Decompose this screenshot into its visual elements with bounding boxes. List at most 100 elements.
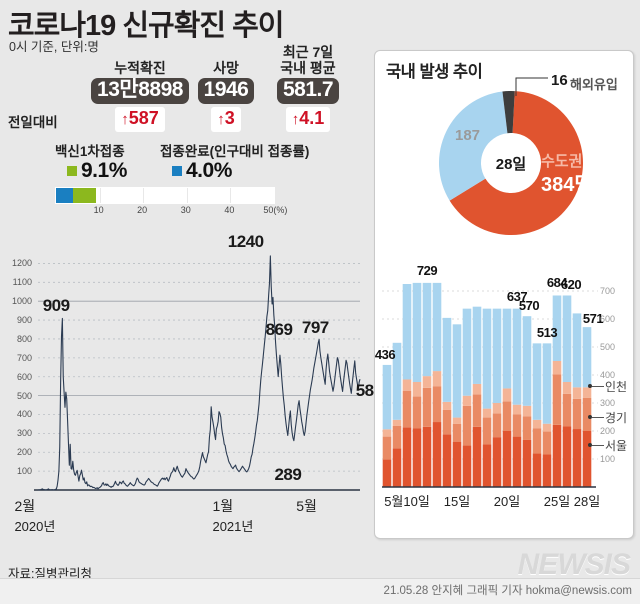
bar-chart-x-label: 5월10일: [384, 494, 430, 509]
line-chart-annotation: 1240: [227, 231, 264, 251]
prev-day-label: 전일대비: [8, 115, 58, 130]
stat-weekly-average-delta-value: 4.1: [299, 108, 325, 128]
stat-deaths: 사망 1946 ↑3: [186, 60, 266, 132]
vax-scale-divider: [230, 188, 232, 203]
stat-cumulative-delta-value: 587: [128, 108, 159, 128]
line-chart-annotation: 289: [274, 465, 302, 485]
bar-chart-x-label: 15일: [443, 494, 471, 509]
bar-value-label: 620: [560, 277, 582, 293]
stat-deaths-value: 1946: [197, 78, 255, 104]
line-chart-y-label: 1000: [11, 296, 32, 307]
bar-segment-서울: [382, 459, 392, 487]
vax-first-dose-value-group: 9.1%: [67, 159, 127, 183]
bar-segment-서울: [452, 441, 462, 487]
bar-segment-경기: [422, 387, 432, 427]
stat-weekly-average-delta: ↑4.1: [285, 107, 331, 132]
bar-chart-x-label: 28일: [573, 494, 601, 509]
vax-complete-value: 4.0%: [186, 159, 232, 182]
donut-label-overseas-name: 해외유입: [570, 77, 618, 92]
bar-segment-경기: [482, 417, 492, 445]
bar-segment-경기: [442, 409, 452, 435]
bar-segment-서울: [502, 431, 512, 487]
bar-value-label: 570: [518, 298, 540, 314]
bar-segment-경기: [532, 428, 542, 454]
green-swatch-icon: [67, 166, 77, 176]
vax-scale-divider: [143, 188, 145, 203]
stat-weekly-average-label-1: 최근 7일: [282, 44, 334, 60]
vax-tick-label: 50(%): [263, 205, 288, 215]
vax-tick-label: 20: [137, 205, 148, 215]
bar-segment-경기: [572, 398, 582, 430]
vax-complete-value-group: 4.0%: [172, 159, 232, 183]
bar-segment-서울: [482, 444, 492, 487]
donut-label-other-value: 187: [455, 127, 481, 144]
bar-segment-기타: [412, 282, 422, 382]
bar-segment-경기: [392, 425, 402, 449]
stat-weekly-average-value: 581.7: [276, 78, 340, 104]
line-chart-x-label: 1월: [212, 498, 234, 514]
newsis-watermark: NEWSIS: [517, 548, 631, 581]
bar-segment-기타: [432, 282, 442, 372]
bar-segment-서울: [472, 426, 482, 487]
bar-segment-인천: [522, 405, 532, 417]
bar-segment-경기: [582, 397, 592, 431]
bar-segment-기타: [392, 342, 402, 420]
bar-segment-서울: [512, 436, 522, 487]
bar-value-label: 513: [536, 325, 558, 341]
vaccination-progress-bar: [55, 187, 275, 204]
bar-legend-marker: [588, 443, 592, 447]
bar-chart-x-label: 25일: [543, 494, 571, 509]
bar-value-label: 684: [546, 275, 568, 291]
bar-segment-서울: [552, 424, 562, 487]
vax-tick-label: 30: [180, 205, 191, 215]
bar-segment-기타: [422, 282, 432, 377]
bar-value-label: 729: [416, 262, 438, 278]
bar-segment-기타: [492, 308, 502, 403]
line-chart-y-label: 100: [16, 466, 32, 477]
line-chart-y-label: 700: [16, 352, 32, 363]
line-chart-y-label: 800: [16, 333, 32, 344]
bar-segment-경기: [472, 394, 482, 427]
bar-segment-인천: [492, 403, 502, 414]
up-arrow-icon: ↑: [217, 111, 225, 128]
bar-segment-기타: [562, 295, 572, 382]
bar-chart-y-label: 100: [600, 454, 616, 464]
bar-legend-leader: [592, 386, 604, 388]
bar-segment-기타: [522, 316, 532, 406]
bar-segment-인천: [382, 429, 392, 437]
bar-segment-서울: [412, 428, 422, 487]
stat-deaths-delta: ↑3: [211, 107, 241, 132]
bar-segment-인천: [472, 383, 482, 395]
line-chart-y-label: 600: [16, 371, 32, 382]
bar-segment-기타: [442, 317, 452, 402]
bar-segment-경기: [492, 413, 502, 438]
bar-segment-경기: [512, 414, 522, 437]
bar-segment-인천: [532, 419, 542, 429]
bar-chart-y-label: 400: [600, 370, 616, 380]
bar-segment-서울: [402, 427, 412, 487]
vax-complete-segment: [56, 188, 74, 203]
panel-title: 국내 발생 추이: [386, 63, 483, 81]
bar-value-label: 637: [506, 288, 528, 304]
daily-confirmed-line-chart: 100 200 300 400 500 600 700 800 900 1000 1100 1200 9…: [0, 232, 383, 540]
source-note: 자료:질병관리청: [8, 567, 92, 581]
page-subtitle: 0시 기준, 단위:명: [9, 40, 99, 54]
vax-tick-label: 40: [224, 205, 235, 215]
bar-segment-기타: [482, 308, 492, 409]
bar-segment-경기: [542, 431, 552, 455]
stat-cumulative: 누적확진 13만8898 ↑587: [80, 60, 200, 132]
bar-segment-기타: [402, 284, 412, 380]
vaccination-scale-ticks: 10 20 30 40 50(%): [55, 205, 288, 219]
bar-segment-서울: [572, 429, 582, 487]
vaccination-headers: 백신1차접종 접종완료(인구대비 접종률): [55, 140, 345, 159]
bar-segment-서울: [442, 434, 452, 487]
credit-line: 21.05.28 안지혜 그래픽 기자 hokma@newsis.com: [383, 585, 632, 597]
bar-segment-서울: [492, 437, 502, 487]
bar-chart-y-label: 500: [600, 342, 616, 352]
line-chart-svg: [34, 255, 361, 491]
bar-segment-경기: [522, 416, 532, 440]
bar-legend-leader: [592, 417, 604, 418]
bar-legend-leader: [592, 445, 604, 446]
vax-complete-label: 접종완료(인구대비 접종률): [160, 144, 310, 159]
bar-segment-기타: [542, 343, 552, 424]
